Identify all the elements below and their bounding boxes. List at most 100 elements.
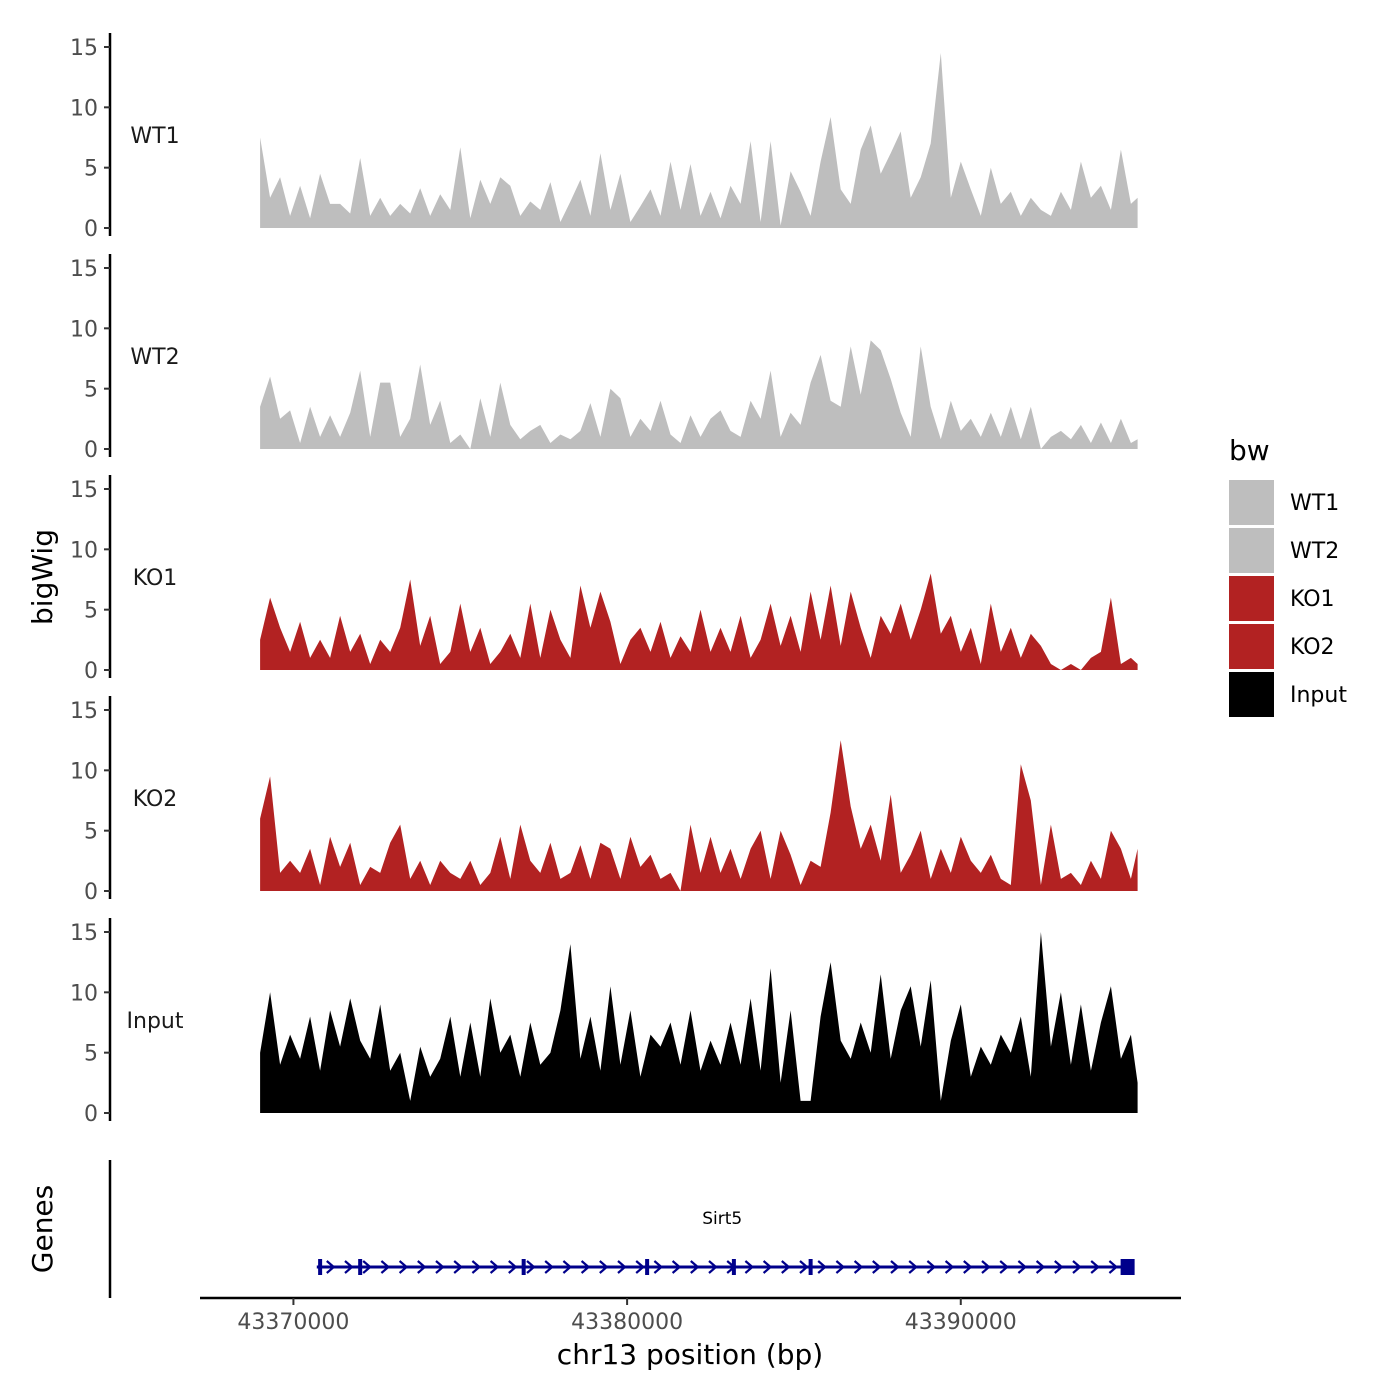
x-tick-label: 43370000 (237, 1310, 349, 1335)
strand-arrow (1017, 1260, 1028, 1274)
strand-arrow (362, 1260, 372, 1274)
strand-arrow (999, 1260, 1009, 1274)
legend-label-wt2: WT2 (1290, 539, 1339, 564)
legend-swatch-ko2 (1229, 624, 1274, 669)
track-label-input: Input (127, 1009, 184, 1034)
track-label-wt2: WT2 (130, 345, 179, 370)
strand-arrow (580, 1260, 591, 1274)
y-tick-label: 5 (84, 599, 98, 624)
y-tick-label: 10 (70, 981, 98, 1006)
strand-arrow (817, 1260, 827, 1274)
strand-arrow (1054, 1260, 1064, 1274)
strand-arrow (872, 1260, 882, 1274)
track-ko1: 0 5 10 15 KO1 (70, 475, 1138, 684)
y-tick-label: 0 (84, 217, 98, 242)
legend-label-ko1: KO1 (1290, 587, 1335, 612)
strand-arrow (453, 1260, 463, 1274)
y-tick-label: 5 (84, 157, 98, 182)
x-tick-label: 43390000 (905, 1310, 1017, 1335)
strand-arrow (417, 1260, 427, 1274)
legend-swatch-input (1229, 672, 1274, 717)
strand-arrow (890, 1260, 900, 1274)
y-tick-label: 15 (70, 36, 98, 61)
y-tick-label: 5 (84, 378, 98, 403)
area-ko1 (260, 573, 1138, 670)
strand-arrow (1108, 1260, 1119, 1274)
legend-label-wt1: WT1 (1290, 491, 1339, 516)
strand-arrow (653, 1260, 664, 1274)
strand-arrow (617, 1260, 627, 1274)
strand-arrow (671, 1260, 682, 1274)
strand-arrow (799, 1260, 809, 1274)
strand-arrow (981, 1260, 991, 1274)
strand-arrow (489, 1260, 500, 1274)
area-ko2 (260, 740, 1138, 891)
y-tick-label: 5 (84, 820, 98, 845)
y-tick-label: 15 (70, 921, 98, 946)
strand-arrow (435, 1260, 445, 1274)
y-tick-label: 15 (70, 478, 98, 503)
gene-sirt5: Sirt5 (316, 1209, 1135, 1275)
strand-arrow (562, 1260, 573, 1274)
strand-arrow (963, 1260, 973, 1274)
y-tick-label: 0 (84, 659, 98, 684)
exon (521, 1259, 526, 1275)
exon (731, 1259, 736, 1275)
strand-arrow (835, 1260, 846, 1274)
legend-swatch-ko1 (1229, 576, 1274, 621)
strand-arrow (544, 1260, 554, 1274)
track-label-wt1: WT1 (130, 124, 179, 149)
strand-arrow (326, 1260, 336, 1274)
track-label-ko2: KO2 (133, 787, 178, 812)
y-tick-label: 15 (70, 257, 98, 282)
strand-arrow (708, 1260, 718, 1274)
legend-swatch-wt2 (1229, 528, 1274, 573)
y-tick-label: 10 (70, 759, 98, 784)
track-input: 0 5 10 15 Input (70, 918, 1138, 1127)
exon (808, 1259, 813, 1275)
y-tick-label: 0 (84, 438, 98, 463)
track-label-ko1: KO1 (133, 566, 178, 591)
y-tick-label: 10 (70, 96, 98, 121)
y-tick-label: 0 (84, 880, 98, 905)
strand-arrow (599, 1260, 609, 1274)
strand-arrow (690, 1260, 700, 1274)
y-tick-label: 15 (70, 699, 98, 724)
strand-arrow (635, 1260, 645, 1274)
x-axis: 43370000 43380000 43390000 (200, 1296, 1181, 1335)
area-wt1 (260, 53, 1138, 228)
strand-arrow (908, 1260, 918, 1274)
legend-swatch-wt1 (1229, 480, 1274, 525)
area-wt2 (260, 340, 1138, 449)
genes-axis-title: Genes (26, 1185, 59, 1273)
strand-arrow (526, 1260, 536, 1274)
y-axis-title: bigWig (26, 529, 59, 625)
strand-arrow (744, 1260, 755, 1274)
y-tick-label: 0 (84, 1102, 98, 1127)
exon (318, 1259, 323, 1275)
strand-arrow (1035, 1260, 1046, 1274)
strand-arrow (1090, 1260, 1100, 1274)
strand-arrow (1072, 1260, 1082, 1274)
legend-label-ko2: KO2 (1290, 635, 1335, 660)
genes-layer: Sirt5 (108, 1160, 1135, 1298)
strand-arrow (380, 1260, 391, 1274)
exon (358, 1259, 363, 1275)
track-wt2: 0 5 10 15 WT2 (70, 254, 1138, 463)
legend-label-input: Input (1290, 683, 1347, 708)
strand-arrow (398, 1260, 409, 1274)
tracks-layer: 0 5 10 15 WT1 0 5 10 15 WT2 0 5 10 15 KO1 0 5 10 15 KO2 0 5 10… (70, 33, 1138, 1127)
strand-arrow (926, 1260, 937, 1274)
legend-title: bw (1229, 434, 1270, 467)
strand-arrow (762, 1260, 773, 1274)
gene-label: Sirt5 (702, 1209, 742, 1229)
y-tick-label: 5 (84, 1042, 98, 1067)
strand-arrow (344, 1260, 354, 1274)
x-axis-title: chr13 position (bp) (557, 1338, 823, 1371)
y-tick-label: 10 (70, 317, 98, 342)
strand-arrow (853, 1260, 864, 1274)
track-wt1: 0 5 10 15 WT1 (70, 33, 1138, 242)
legend: bw WT1 WT2 KO1 KO2 Input (1229, 434, 1347, 717)
exon (1120, 1259, 1135, 1275)
